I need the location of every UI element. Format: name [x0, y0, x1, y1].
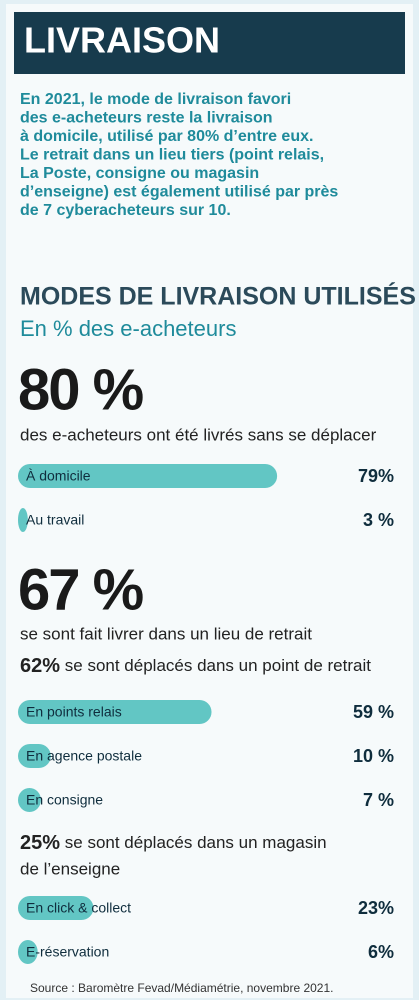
intro-line: Le retrait dans un lieu tiers (point rel… [20, 147, 324, 164]
bar-label: En points relais [26, 704, 122, 720]
header-title: LIVRAISON [24, 20, 220, 61]
value-label: 10 % [353, 746, 394, 766]
bar [18, 788, 41, 812]
chart-title: MODES DE LIVRAISON UTILISÉS [20, 282, 416, 311]
bar [18, 896, 94, 920]
intro-line: à domicile, utilisé par 80% d’entre eux. [20, 128, 313, 145]
header-band [14, 12, 405, 74]
bar [18, 744, 51, 768]
caption: de l’enseigne [20, 859, 120, 878]
chart-subtitle: En % des e-acheteurs [20, 316, 236, 341]
bar [18, 464, 278, 488]
bar-label: En consigne [26, 792, 103, 808]
headline: 80 % [18, 357, 144, 422]
intro-line: d’enseigne) est également utilisé par pr… [20, 184, 338, 201]
value-label: 7 % [363, 790, 394, 810]
value-label: 23% [358, 898, 394, 918]
intro-line: La Poste, consigne ou magasin [20, 165, 259, 182]
intro-line: des e-acheteurs reste la livraison [20, 110, 273, 127]
panel [6, 4, 413, 998]
caption: des e-acheteurs ont été livrés sans se d… [20, 425, 377, 444]
source: Source : Baromètre Fevad/Médiamétrie, no… [30, 981, 333, 995]
bar-label: E-réservation [26, 944, 109, 960]
share: 25% [20, 832, 60, 854]
value-label: 79% [358, 466, 394, 486]
share: 62% [20, 655, 60, 677]
bar-label: À domicile [26, 468, 91, 484]
value-label: 59 % [353, 702, 394, 722]
bar-label: En agence postale [26, 748, 142, 764]
subgroup-line: 62% se sont déplacés dans un point de re… [20, 655, 371, 677]
bar-label: Au travail [26, 512, 84, 528]
value-label: 6% [368, 942, 394, 962]
bar [18, 508, 28, 532]
intro: En 2021, le mode de livraison favori des … [20, 91, 338, 219]
headline: 67 % [18, 557, 144, 622]
caption: se sont fait livrer dans un lieu de retr… [20, 624, 312, 643]
bar-label: En click & collect [26, 900, 131, 916]
bar [18, 700, 212, 724]
value-label: 3 % [363, 510, 394, 530]
bar [18, 940, 38, 964]
intro-line: En 2021, le mode de livraison favori [20, 91, 291, 108]
caption: se sont déplacés dans un magasin [65, 833, 327, 852]
intro-line: de 7 cyberacheteurs sur 10. [20, 202, 231, 219]
subgroup-line: 25% se sont déplacés dans un magasin [20, 832, 327, 854]
caption: se sont déplacés dans un point de retrai… [65, 656, 371, 675]
